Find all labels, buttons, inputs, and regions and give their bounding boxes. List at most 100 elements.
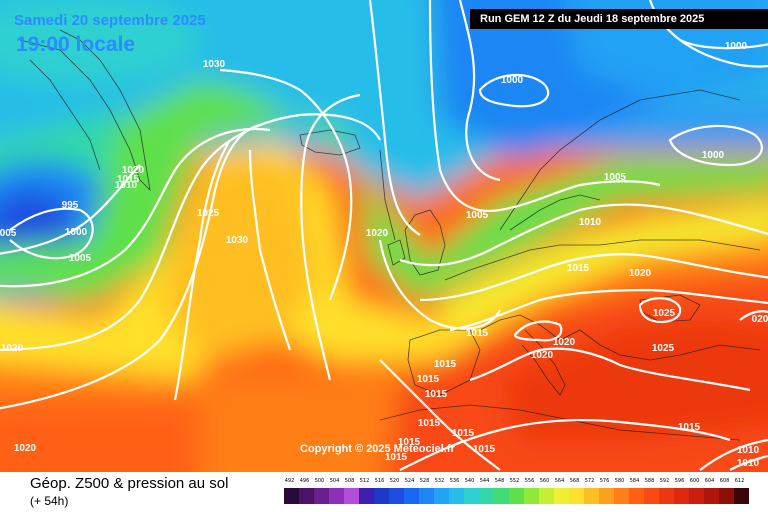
scale-swatch bbox=[509, 488, 524, 504]
scale-value: 572 bbox=[584, 478, 595, 484]
scale-value: 552 bbox=[509, 478, 520, 484]
scale-swatch bbox=[464, 488, 479, 504]
pressure-label: 1015 bbox=[567, 263, 590, 274]
scale-value: 524 bbox=[404, 478, 415, 484]
pressure-label: 1015 bbox=[398, 437, 421, 448]
scale-swatch bbox=[329, 488, 344, 504]
scale-swatch bbox=[674, 488, 689, 504]
scale-swatch bbox=[344, 488, 359, 504]
scale-value: 580 bbox=[614, 478, 625, 484]
scale-swatch bbox=[404, 488, 419, 504]
scale-value: 544 bbox=[479, 478, 490, 484]
isobar bbox=[428, 0, 661, 213]
scale-value: 596 bbox=[674, 478, 685, 484]
scale-swatch bbox=[554, 488, 569, 504]
scale-value: 588 bbox=[644, 478, 655, 484]
isobar bbox=[9, 207, 94, 260]
scale-swatch bbox=[629, 488, 644, 504]
isobar bbox=[0, 123, 261, 410]
isobar bbox=[0, 128, 271, 288]
scale-value: 508 bbox=[344, 478, 355, 484]
isobar bbox=[300, 93, 361, 381]
pressure-label: 1005 bbox=[604, 172, 627, 183]
pressure-label: 1020 bbox=[122, 165, 145, 176]
isobar bbox=[0, 164, 141, 255]
isobar bbox=[419, 253, 768, 302]
scale-swatch bbox=[524, 488, 539, 504]
pressure-label: 1025 bbox=[197, 208, 220, 219]
isobar bbox=[699, 438, 768, 471]
isobar bbox=[379, 359, 501, 471]
scale-value: 564 bbox=[554, 478, 565, 484]
isobar bbox=[399, 418, 731, 471]
pressure-label: 1015 bbox=[678, 422, 701, 433]
pressure-label: 1020 bbox=[553, 337, 576, 348]
pressure-label: 1015 bbox=[466, 328, 489, 339]
scale-value: 528 bbox=[419, 478, 430, 484]
pressure-label: 1030 bbox=[226, 235, 249, 246]
pressure-label: 1005 bbox=[69, 253, 92, 264]
isobar bbox=[0, 113, 381, 351]
pressure-label: 1015 bbox=[417, 374, 440, 385]
scale-swatch bbox=[569, 488, 584, 504]
scale-value: 556 bbox=[524, 478, 535, 484]
isobar bbox=[469, 347, 751, 392]
scale-swatch bbox=[299, 488, 314, 504]
isobar bbox=[458, 0, 501, 182]
scale-swatch bbox=[599, 488, 614, 504]
scale-value: 516 bbox=[374, 478, 385, 484]
isobars bbox=[0, 0, 768, 470]
isobar bbox=[368, 0, 421, 236]
pressure-label: 1010 bbox=[115, 180, 138, 191]
color-scale: 492 496 500 504 508 512 516 520 524 528 532 536 540 5… bbox=[284, 478, 754, 508]
isobar bbox=[173, 139, 231, 401]
color-scale-bar bbox=[284, 488, 749, 504]
model-run-label: Run GEM 12 Z du Jeudi 18 septembre 2025 bbox=[470, 9, 768, 29]
pressure-label: 005 bbox=[0, 228, 17, 239]
pressure-label: 1000 bbox=[702, 150, 725, 161]
scale-value: 568 bbox=[569, 478, 580, 484]
pressure-label: 020 bbox=[752, 314, 768, 325]
scale-swatch bbox=[689, 488, 704, 504]
scale-swatch bbox=[449, 488, 464, 504]
isobar bbox=[638, 297, 682, 324]
pressure-label: 1000 bbox=[65, 227, 88, 238]
pressure-label: 1020 bbox=[531, 350, 554, 361]
scale-value: 584 bbox=[629, 478, 640, 484]
isobar bbox=[219, 68, 353, 301]
scale-swatch bbox=[644, 488, 659, 504]
isobar bbox=[478, 73, 550, 108]
lead-time: (+ 54h) bbox=[30, 494, 69, 508]
scale-swatch bbox=[659, 488, 674, 504]
scale-swatch bbox=[479, 488, 494, 504]
color-scale-labels: 492 496 500 504 508 512 516 520 524 528 532 536 540 5… bbox=[284, 478, 754, 488]
parameter-title: Géop. Z500 & pression au sol bbox=[30, 475, 229, 492]
isobar bbox=[739, 310, 768, 321]
pressure-label: 1010 bbox=[579, 217, 602, 228]
pressure-label: 1010 bbox=[737, 445, 760, 456]
scale-swatch bbox=[539, 488, 554, 504]
pressure-label: 1015 bbox=[425, 389, 448, 400]
pressure-label: 1020 bbox=[629, 268, 652, 279]
scale-value: 548 bbox=[494, 478, 505, 484]
pressure-label: 1015 bbox=[385, 452, 408, 463]
isobar bbox=[679, 39, 768, 50]
pressure-label: 1015 bbox=[434, 359, 457, 370]
pressure-label: 1015 bbox=[473, 444, 496, 455]
forecast-date: Samedi 20 septembre 2025 bbox=[14, 12, 206, 29]
isobar bbox=[399, 203, 768, 267]
scale-value: 500 bbox=[314, 478, 325, 484]
scale-swatch bbox=[614, 488, 629, 504]
pressure-label: 1025 bbox=[652, 343, 675, 354]
pressure-label: 1030 bbox=[203, 59, 226, 70]
scale-swatch bbox=[434, 488, 449, 504]
scale-value: 608 bbox=[719, 478, 730, 484]
footer-bar: Géop. Z500 & pression au sol (+ 54h) 492… bbox=[0, 472, 768, 512]
scale-swatch bbox=[704, 488, 719, 504]
pressure-label: 1015 bbox=[452, 428, 475, 439]
scale-value: 592 bbox=[659, 478, 670, 484]
scale-value: 532 bbox=[434, 478, 445, 484]
pressure-label: 1015 bbox=[418, 418, 441, 429]
scale-swatch bbox=[494, 488, 509, 504]
scale-swatch bbox=[359, 488, 374, 504]
